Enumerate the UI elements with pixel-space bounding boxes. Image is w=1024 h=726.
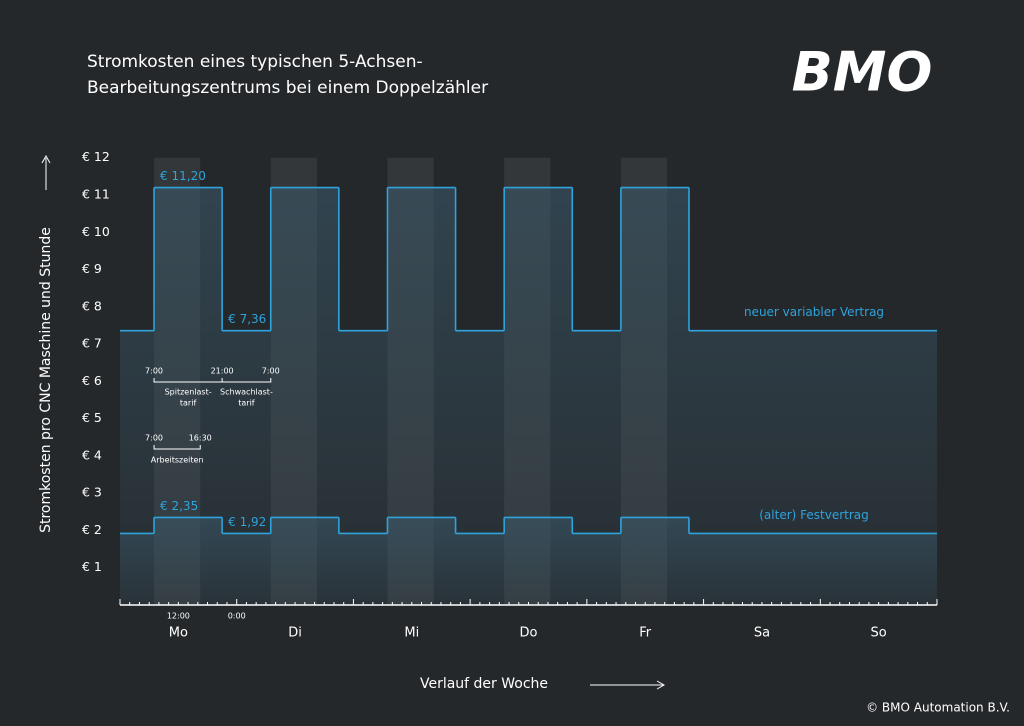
y-tick-label: € 9 [82,261,102,276]
y-tick-label: € 12 [82,149,110,164]
bracket [153,445,201,450]
plot: neuer variabler Vertrag (alter) Festvertr… [82,149,938,641]
bracket-time: 16:30 [189,434,212,443]
bracket-label: tarif [180,399,197,408]
time-label: 12:00 [167,612,190,621]
series-label: neuer variabler Vertrag [744,305,884,319]
time-label: 0:00 [228,612,246,621]
bracket-time: 7:00 [145,367,163,376]
y-tick-label: € 6 [82,373,102,388]
y-tick-label: € 10 [82,224,110,239]
value-label: € 7,36 [228,312,266,326]
area [120,187,937,605]
y-tick-label: € 3 [82,485,102,500]
bracket-label: Schwachlast- [220,388,273,397]
value-label: € 11,20 [160,169,206,183]
y-tick-label: € 7 [82,336,102,351]
bracket-label: Spitzenlast- [165,388,212,397]
y-tick-label: € 11 [82,186,110,201]
value-label: € 2,35 [160,499,198,513]
y-tick-label: € 2 [82,522,102,537]
arrow [656,680,666,690]
area [120,517,937,605]
bracket-label: tarif [238,399,255,408]
series-label: (alter) Festvertrag [759,508,869,522]
logo: BMO [792,41,933,104]
day-label: Sa [754,626,770,641]
day-label: So [871,626,887,641]
copyright: © BMO Automation B.V. [866,701,1010,715]
value-label: € 1,92 [228,515,266,529]
day-label: Di [288,626,302,641]
bracket-label: Arbeitszeiten [151,456,204,465]
bracket-time: 7:00 [145,434,163,443]
day-label: Mi [404,626,419,641]
y-tick-label: € 4 [82,447,102,462]
bracket-time: 7:00 [262,367,280,376]
bracket-time: 21:00 [211,367,234,376]
y-axis-label: Stromkosten pro CNC Maschine und Stunde [38,227,54,533]
title: Bearbeitungszentrums bei einem Doppelzäh… [87,78,488,98]
y-tick-label: € 8 [82,298,102,313]
x-axis-label: Verlauf der Woche [420,676,548,692]
title: Stromkosten eines typischen 5-Achsen- [87,52,423,72]
day-label: Do [520,626,538,641]
arrow [41,154,51,164]
bracket [153,378,272,383]
day-label: Mo [169,626,188,641]
day-label: Fr [639,626,652,641]
y-tick-label: € 5 [82,410,102,425]
y-tick-label: € 1 [82,559,102,574]
